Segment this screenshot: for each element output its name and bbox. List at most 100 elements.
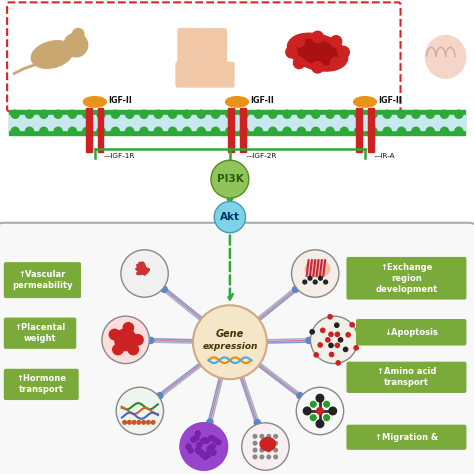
Ellipse shape bbox=[297, 39, 338, 65]
Circle shape bbox=[193, 305, 267, 379]
Circle shape bbox=[426, 127, 434, 136]
Text: IGF-II: IGF-II bbox=[108, 96, 132, 104]
Circle shape bbox=[141, 340, 146, 345]
Circle shape bbox=[102, 316, 149, 364]
Circle shape bbox=[211, 160, 249, 198]
Bar bbox=[86, 108, 92, 152]
Circle shape bbox=[137, 420, 141, 424]
Ellipse shape bbox=[354, 97, 376, 107]
Circle shape bbox=[338, 337, 343, 342]
Circle shape bbox=[115, 337, 126, 347]
Ellipse shape bbox=[226, 97, 248, 107]
Circle shape bbox=[355, 127, 363, 136]
Bar bbox=[9, 115, 465, 130]
Circle shape bbox=[146, 420, 150, 424]
FancyBboxPatch shape bbox=[201, 28, 215, 74]
Circle shape bbox=[455, 110, 463, 118]
Circle shape bbox=[200, 452, 205, 457]
Circle shape bbox=[203, 454, 208, 459]
Circle shape bbox=[310, 330, 314, 334]
Circle shape bbox=[121, 250, 168, 297]
Circle shape bbox=[355, 110, 363, 118]
Circle shape bbox=[180, 423, 228, 470]
Circle shape bbox=[109, 329, 120, 340]
Circle shape bbox=[82, 127, 91, 136]
Circle shape bbox=[161, 286, 167, 292]
Circle shape bbox=[209, 436, 214, 441]
Circle shape bbox=[329, 343, 333, 347]
Circle shape bbox=[296, 387, 344, 435]
Circle shape bbox=[319, 276, 322, 280]
Circle shape bbox=[196, 443, 201, 448]
Circle shape bbox=[195, 448, 201, 453]
FancyBboxPatch shape bbox=[0, 223, 474, 474]
Circle shape bbox=[313, 335, 318, 340]
Text: expression: expression bbox=[202, 342, 257, 350]
Circle shape bbox=[183, 127, 191, 136]
Text: IGF-II: IGF-II bbox=[378, 96, 402, 104]
Circle shape bbox=[197, 110, 205, 118]
Circle shape bbox=[338, 46, 349, 58]
Circle shape bbox=[40, 110, 48, 118]
Circle shape bbox=[383, 110, 392, 118]
Circle shape bbox=[186, 444, 191, 449]
Circle shape bbox=[253, 448, 257, 452]
Circle shape bbox=[350, 323, 354, 327]
Circle shape bbox=[297, 127, 305, 136]
Circle shape bbox=[330, 36, 342, 47]
Circle shape bbox=[132, 420, 136, 424]
Circle shape bbox=[128, 420, 131, 424]
Ellipse shape bbox=[83, 97, 106, 107]
Circle shape bbox=[111, 127, 119, 136]
Circle shape bbox=[119, 329, 129, 339]
Text: ↑Amino acid
transport: ↑Amino acid transport bbox=[377, 367, 436, 387]
Ellipse shape bbox=[137, 264, 148, 272]
Circle shape bbox=[329, 407, 337, 415]
Circle shape bbox=[126, 110, 134, 118]
Circle shape bbox=[123, 420, 127, 424]
Circle shape bbox=[180, 423, 228, 470]
Circle shape bbox=[154, 399, 159, 404]
Circle shape bbox=[151, 420, 155, 424]
Circle shape bbox=[297, 281, 302, 286]
Circle shape bbox=[73, 28, 84, 40]
Circle shape bbox=[312, 62, 323, 73]
Text: —IGF-1R: —IGF-1R bbox=[103, 153, 135, 159]
Circle shape bbox=[197, 449, 202, 454]
Circle shape bbox=[195, 431, 201, 436]
FancyBboxPatch shape bbox=[213, 28, 227, 74]
Circle shape bbox=[204, 438, 209, 443]
Circle shape bbox=[120, 335, 131, 345]
Circle shape bbox=[335, 323, 339, 328]
Circle shape bbox=[344, 347, 348, 352]
Circle shape bbox=[310, 415, 316, 420]
Circle shape bbox=[115, 335, 125, 345]
Circle shape bbox=[169, 110, 177, 118]
Text: IGF-II: IGF-II bbox=[250, 96, 274, 104]
FancyBboxPatch shape bbox=[356, 319, 466, 346]
Circle shape bbox=[274, 441, 277, 445]
Ellipse shape bbox=[31, 41, 73, 68]
Circle shape bbox=[318, 343, 322, 347]
Circle shape bbox=[312, 31, 323, 43]
Circle shape bbox=[211, 110, 219, 118]
Circle shape bbox=[240, 110, 248, 118]
Circle shape bbox=[310, 401, 316, 407]
Text: Gene: Gene bbox=[216, 328, 244, 339]
Circle shape bbox=[255, 110, 263, 118]
FancyBboxPatch shape bbox=[4, 262, 81, 298]
Circle shape bbox=[335, 343, 339, 347]
Circle shape bbox=[398, 110, 406, 118]
Circle shape bbox=[216, 440, 221, 445]
Circle shape bbox=[274, 455, 277, 459]
Circle shape bbox=[412, 127, 420, 136]
Circle shape bbox=[240, 127, 248, 136]
Circle shape bbox=[329, 352, 334, 356]
Circle shape bbox=[269, 127, 277, 136]
Circle shape bbox=[140, 110, 148, 118]
Circle shape bbox=[208, 427, 213, 432]
Circle shape bbox=[113, 344, 123, 355]
Circle shape bbox=[383, 127, 392, 136]
Circle shape bbox=[111, 110, 119, 118]
Circle shape bbox=[253, 435, 257, 438]
